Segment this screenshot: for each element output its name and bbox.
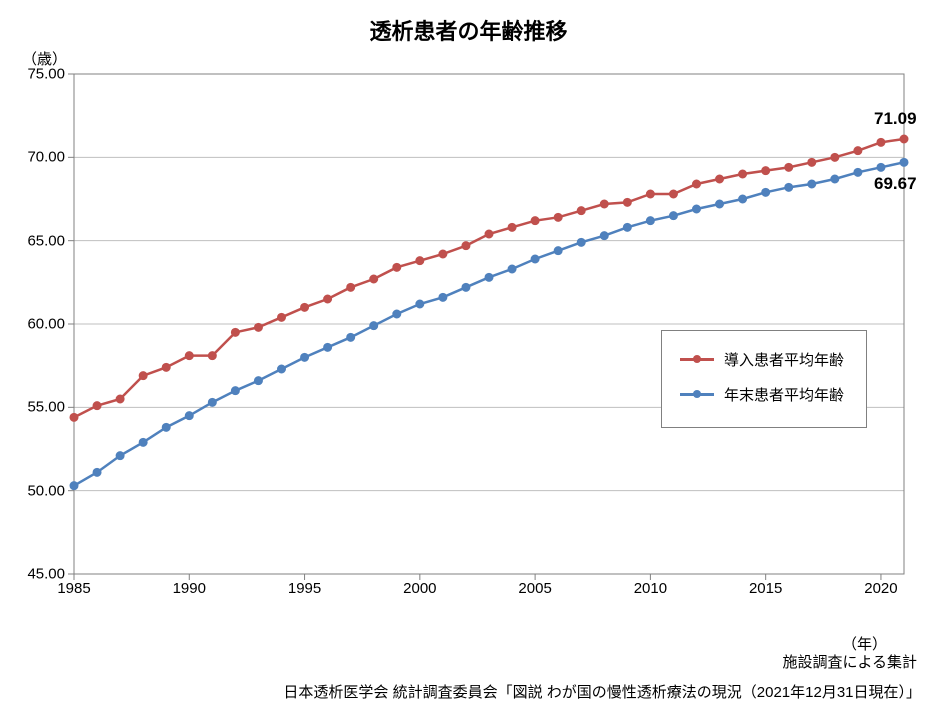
chart-title: 透析患者の年齢推移	[0, 14, 937, 46]
footnote-2: 日本透析医学会 統計調査委員会「図説 わが国の慢性透析療法の現況（2021年12…	[283, 681, 921, 702]
legend-label: 導入患者平均年齢	[724, 349, 844, 370]
chart-container: 透析患者の年齢推移 （歳） 45.0050.0055.0060.0065.007…	[0, 0, 937, 714]
y-tick-label: 65.00	[9, 232, 65, 249]
plot-area	[74, 74, 904, 574]
footnote-1: 施設調査による集計	[782, 651, 917, 672]
x-tick-label: 1990	[173, 580, 206, 597]
legend-swatch	[680, 358, 714, 361]
x-tick-label: 2000	[403, 580, 436, 597]
y-tick-label: 50.00	[9, 482, 65, 499]
x-tick-label: 2020	[864, 580, 897, 597]
x-tick-label: 2005	[518, 580, 551, 597]
legend: 導入患者平均年齢年末患者平均年齢	[661, 330, 867, 428]
x-tick-label: 2015	[749, 580, 782, 597]
x-tick-label: 1985	[57, 580, 90, 597]
plot-svg	[74, 74, 904, 574]
x-tick-label: 1995	[288, 580, 321, 597]
legend-item: 年末患者平均年齢	[680, 384, 844, 405]
y-tick-label: 75.00	[9, 66, 65, 83]
y-tick-label: 55.00	[9, 399, 65, 416]
legend-item: 導入患者平均年齢	[680, 349, 844, 370]
y-tick-label: 70.00	[9, 149, 65, 166]
y-tick-label: 60.00	[9, 316, 65, 333]
legend-swatch	[680, 393, 714, 396]
x-tick-label: 2010	[634, 580, 667, 597]
series-end-label: 71.09	[874, 109, 917, 129]
legend-label: 年末患者平均年齢	[724, 384, 844, 405]
series-end-label: 69.67	[874, 174, 917, 194]
